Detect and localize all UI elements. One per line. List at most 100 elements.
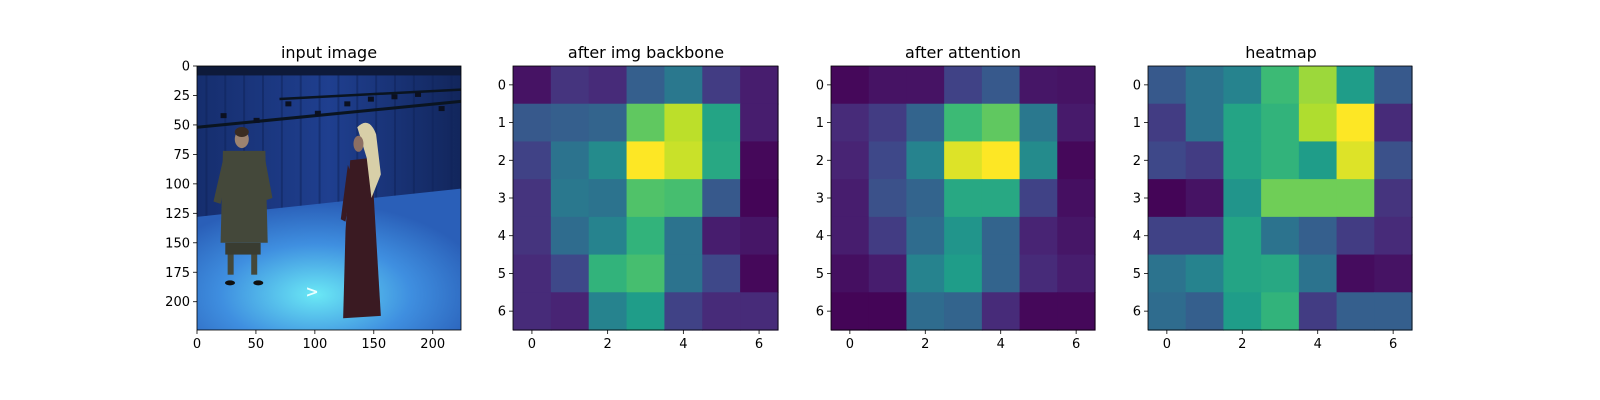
y-tick-label: 5	[816, 267, 824, 282]
heatmap-cell	[626, 179, 666, 218]
heatmap-cell	[1185, 141, 1225, 180]
heatmap-cell	[981, 216, 1021, 256]
man-body	[220, 150, 268, 243]
heatmap-cell	[831, 179, 870, 218]
heatmap-cell	[981, 292, 1021, 331]
camera	[344, 101, 351, 107]
heatmap-cell	[588, 179, 628, 218]
panel-title: input image	[281, 43, 377, 62]
heatmap-cell	[981, 179, 1021, 218]
heatmap-cell	[740, 103, 779, 143]
heatmap-cell	[1185, 216, 1225, 256]
y-tick-label: 3	[816, 192, 824, 207]
heatmap-cell	[906, 66, 945, 105]
camera-rig	[279, 88, 461, 101]
man-hair	[234, 127, 249, 137]
heatmap-cell	[1185, 292, 1225, 331]
y-tick-label: 4	[498, 229, 506, 244]
camera	[220, 113, 227, 119]
y-tick-label: 1	[1133, 116, 1141, 131]
x-tick-label: 2	[1238, 337, 1246, 352]
axes-frame	[196, 65, 462, 331]
heatmap-cell	[1336, 254, 1375, 293]
heatmap-cell	[1185, 66, 1225, 105]
panel-title: heatmap	[1245, 43, 1317, 62]
heatmap-cell	[1019, 103, 1058, 143]
y-tick-label: 5	[1133, 267, 1141, 282]
heatmap-cell	[626, 216, 666, 256]
y-tick-label: 150	[165, 236, 190, 251]
heatmap-cell	[868, 179, 908, 218]
heatmap-cell	[906, 216, 945, 256]
heatmap-cell	[831, 103, 870, 143]
x-tick-label: 150	[361, 337, 386, 352]
heatmap-cell	[1223, 179, 1262, 218]
y-tick-label: 6	[816, 305, 824, 320]
y-tick-label: 125	[165, 207, 190, 222]
heatmap-cell	[702, 179, 741, 218]
heatmap-cell	[1261, 254, 1300, 293]
heatmap-cell	[1261, 179, 1300, 218]
heatmap-cell	[550, 292, 590, 331]
woman-dress	[343, 157, 381, 319]
heatmap-cell	[831, 141, 870, 180]
heatmap-cell	[550, 254, 590, 293]
heatmap-cell	[1374, 292, 1413, 331]
heatmap-cell	[550, 103, 590, 143]
heatmap-cell	[1261, 141, 1300, 180]
heatmap-cell	[1057, 141, 1096, 180]
heatmap-cell	[1057, 103, 1096, 143]
man-shoe	[253, 280, 264, 286]
heatmap-cell	[588, 103, 628, 143]
heatmap-cell	[1261, 292, 1300, 331]
heatmap-cell	[1019, 66, 1058, 105]
camera	[438, 106, 445, 112]
panel-after-img-backbone: after img backbone 0 2 4 6 0 1 2 3 4 5 6	[498, 43, 779, 352]
heatmap-cell	[1298, 103, 1338, 143]
heatmap-cell	[1148, 179, 1187, 218]
heatmap-cell	[550, 66, 590, 105]
heatmap-cell	[1057, 66, 1096, 105]
heatmap-cell	[1223, 292, 1262, 331]
heatmap-cell	[664, 66, 703, 105]
heatmap-cell	[868, 141, 908, 180]
x-tick-label: 100	[302, 337, 327, 352]
y-tick-label: 0	[1133, 78, 1141, 93]
panel-after-attention: after attention 0 2 4 6 0 1 2 3 4 5 6	[816, 43, 1096, 352]
heatmap-cell	[1223, 254, 1262, 293]
heatmap-cell	[664, 216, 703, 256]
heatmap-cell	[1148, 103, 1187, 143]
y-tick-label: 3	[1133, 192, 1141, 207]
heatmap-cell	[1336, 216, 1375, 256]
y-tick-label: 175	[165, 266, 190, 281]
x-tick-label: 2	[921, 337, 929, 352]
heatmap-cell	[1148, 216, 1187, 256]
heatmap-cell	[1223, 216, 1262, 256]
panel-title: after attention	[905, 43, 1021, 62]
heatmap-cell	[944, 292, 983, 331]
heatmap-cell	[1374, 216, 1413, 256]
y-tick-label: 2	[816, 154, 824, 169]
heatmap-cell	[1374, 66, 1413, 105]
ceiling	[197, 66, 461, 76]
heatmap-cell	[1057, 216, 1096, 256]
heatmap-cell	[1336, 292, 1375, 331]
heatmap-cell	[588, 216, 628, 256]
heatmap-cell	[1336, 179, 1375, 218]
y-tick-label: 75	[173, 148, 190, 163]
x-tick-label: 0	[193, 337, 201, 352]
x-tick-label: 2	[604, 337, 612, 352]
panel-input-image: input image >0 50 100 150 200 0 25 50 75 100 125 15…	[165, 43, 462, 352]
heatmap-cell	[831, 216, 870, 256]
heatmap-cell	[513, 179, 552, 218]
x-tick-label: 4	[1314, 337, 1322, 352]
y-tick-label: 6	[498, 305, 506, 320]
heatmap-cell	[1261, 216, 1300, 256]
heatmap-cell	[1057, 179, 1096, 218]
heatmap-cell	[1336, 141, 1375, 180]
heatmap-cell	[831, 66, 870, 105]
heatmap-cell	[1298, 216, 1338, 256]
heatmap-cell	[944, 66, 983, 105]
heatmap-cell	[944, 141, 983, 180]
heatmap-cell	[1298, 141, 1338, 180]
